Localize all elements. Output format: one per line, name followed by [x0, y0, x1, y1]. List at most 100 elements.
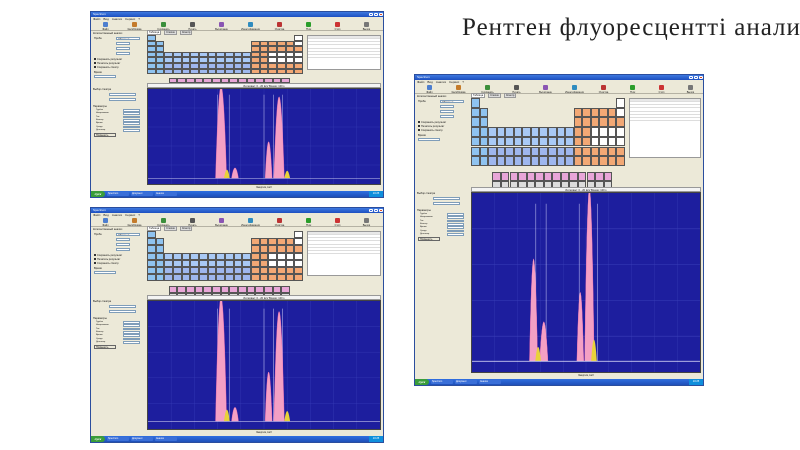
table-row[interactable]	[630, 99, 700, 102]
element-cell[interactable]	[590, 127, 600, 137]
element-cell[interactable]	[573, 156, 583, 166]
element-cell[interactable]	[199, 63, 208, 69]
maximize-icon[interactable]	[374, 209, 378, 212]
element-cell[interactable]	[181, 274, 191, 282]
element-cell[interactable]	[242, 57, 251, 63]
param-value[interactable]	[123, 109, 140, 112]
element-cell[interactable]	[294, 245, 303, 253]
element-cell[interactable]	[251, 46, 260, 52]
element-cell[interactable]	[181, 63, 191, 69]
table-row[interactable]	[630, 118, 700, 122]
taskbar-item[interactable]: Spectrum	[107, 192, 129, 196]
element-cell[interactable]	[548, 127, 557, 137]
param-value[interactable]	[123, 115, 140, 119]
start-button[interactable]: пуск	[415, 379, 429, 385]
element-cell[interactable]	[530, 156, 540, 166]
toolbar-button[interactable]: Выход	[676, 84, 703, 93]
element-cell[interactable]	[216, 68, 225, 75]
tab[interactable]: Спектр	[179, 226, 193, 231]
element-cell[interactable]	[164, 259, 173, 267]
element-cell[interactable]	[207, 57, 217, 63]
menu-item[interactable]: Файл	[417, 80, 425, 84]
element-cell[interactable]	[155, 252, 165, 260]
element-cell[interactable]	[582, 127, 591, 137]
element-cell[interactable]	[207, 63, 217, 69]
toolbar-button[interactable]: Идентификация	[560, 84, 589, 93]
tab[interactable]: Таблица	[147, 30, 162, 35]
element-cell[interactable]	[199, 68, 208, 75]
param-value[interactable]	[123, 128, 140, 132]
taskbar-item[interactable]: Анализ	[155, 192, 177, 196]
element-cell[interactable]	[479, 136, 489, 147]
tab[interactable]: Список	[164, 226, 177, 231]
element-cell[interactable]	[294, 68, 303, 75]
element-cell[interactable]	[225, 68, 234, 75]
element-cell[interactable]	[203, 285, 212, 293]
param-value[interactable]	[447, 213, 464, 216]
toolbar-button[interactable]: Выход	[352, 217, 381, 226]
param-field[interactable]	[116, 52, 130, 55]
menu-item[interactable]: Вид	[103, 213, 109, 217]
element-cell[interactable]	[268, 259, 277, 267]
element-cell[interactable]	[548, 136, 557, 147]
element-cell[interactable]	[181, 267, 191, 275]
toolbar-button[interactable]: Калибровка	[120, 217, 149, 226]
element-cell[interactable]	[496, 156, 506, 166]
element-cell[interactable]	[471, 146, 480, 157]
element-cell[interactable]	[194, 77, 204, 84]
element-cell[interactable]	[203, 77, 212, 84]
element-cell[interactable]	[173, 63, 182, 69]
toolbar-button[interactable]: Файл	[91, 21, 120, 30]
toolbar-button[interactable]: Пуск	[618, 84, 647, 93]
element-cell[interactable]	[242, 259, 251, 267]
option-checkbox[interactable]: Сохранить результат	[94, 254, 122, 257]
element-cell[interactable]	[147, 274, 156, 282]
element-cell[interactable]	[216, 274, 225, 282]
element-cell[interactable]	[285, 259, 295, 267]
element-cell[interactable]	[268, 267, 277, 275]
element-cell[interactable]	[147, 51, 156, 58]
element-cell[interactable]	[233, 252, 243, 260]
maximize-icon[interactable]	[694, 76, 698, 79]
element-cell[interactable]	[164, 274, 173, 282]
toolbar-button[interactable]: Файл	[415, 84, 444, 93]
param-field[interactable]	[116, 42, 130, 45]
param-value[interactable]	[123, 334, 140, 337]
element-cell[interactable]	[277, 63, 286, 69]
element-cell[interactable]	[509, 171, 519, 182]
element-cell[interactable]	[285, 238, 295, 246]
element-cell[interactable]	[285, 252, 295, 260]
element-cell[interactable]	[147, 267, 156, 275]
param-field[interactable]	[440, 110, 454, 113]
element-cell[interactable]	[582, 146, 591, 157]
element-cell[interactable]	[246, 77, 256, 84]
element-cell[interactable]	[573, 146, 583, 157]
element-cell[interactable]	[173, 274, 182, 282]
element-cell[interactable]	[242, 274, 251, 282]
element-cell[interactable]	[573, 127, 583, 137]
element-cell[interactable]	[225, 63, 234, 69]
tab[interactable]: Таблица	[147, 226, 162, 231]
element-cell[interactable]	[479, 117, 489, 128]
element-cell[interactable]	[173, 259, 182, 267]
element-cell[interactable]	[522, 156, 531, 166]
element-cell[interactable]	[147, 40, 156, 47]
element-cell[interactable]	[212, 285, 221, 293]
toolbar-button[interactable]: Файл	[91, 217, 120, 226]
element-cell[interactable]	[225, 57, 234, 63]
element-cell[interactable]	[229, 285, 238, 293]
element-cell[interactable]	[155, 51, 165, 58]
param-field[interactable]	[116, 238, 130, 241]
table-row[interactable]	[308, 55, 380, 59]
param-value[interactable]	[447, 222, 464, 226]
element-cell[interactable]	[471, 127, 480, 137]
option-checkbox[interactable]: Печатать результат	[94, 62, 120, 65]
element-cell[interactable]	[225, 51, 234, 58]
element-cell[interactable]	[147, 68, 156, 75]
element-cell[interactable]	[264, 77, 273, 84]
probe-select[interactable]: Образец 1	[440, 100, 464, 103]
tab[interactable]: Спектр	[503, 93, 517, 98]
toolbar-button[interactable]: Сохранить	[149, 217, 178, 226]
menu-item[interactable]: Сервис	[448, 80, 460, 84]
toolbar-button[interactable]: Стоп	[647, 84, 676, 93]
